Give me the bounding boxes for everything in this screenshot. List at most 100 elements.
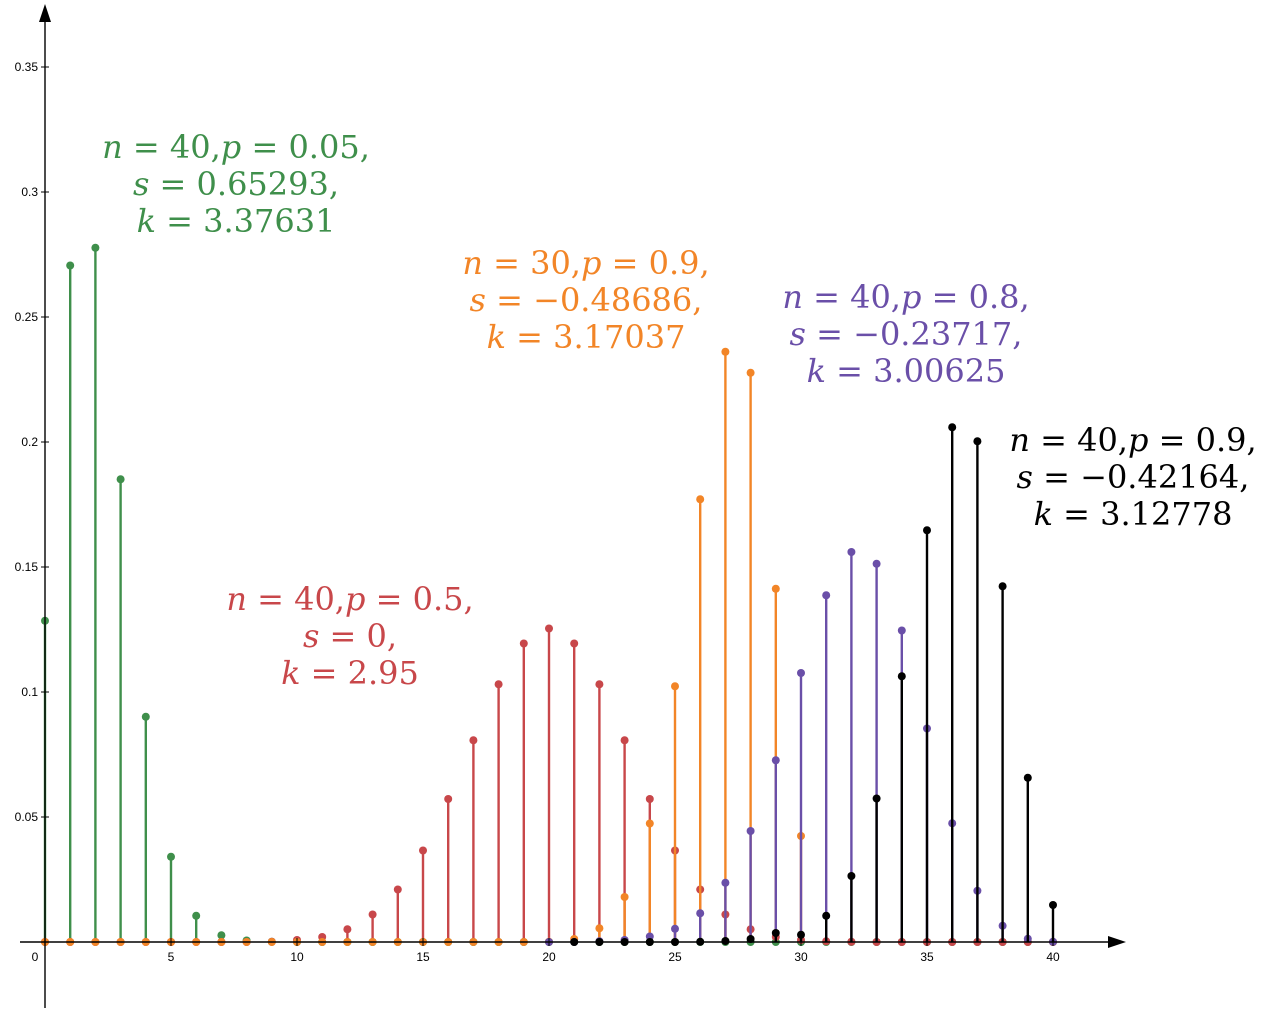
series-1-point-14	[393, 885, 402, 894]
series-3-annotation-line-1: s = −0.23717,	[790, 315, 1023, 353]
series-4-annotation-line-0-seg-1: = 40,	[1030, 421, 1128, 459]
series-4-annotation-line-0-seg-3: = 0.9,	[1148, 421, 1256, 459]
series-2-annotation-line-0-seg-3: = 0.9,	[601, 244, 709, 282]
series-4-point-38	[998, 582, 1007, 591]
series-3-point-33	[872, 559, 881, 568]
series-2-annotation-line-0-seg-2: p	[581, 244, 601, 282]
series-4-point-33	[872, 794, 881, 803]
series-3-annotation: n = 40,p = 0.8,s = −0.23717,k = 3.00625	[782, 278, 1029, 390]
series-4-annotation-line-1-seg-0: s	[1017, 458, 1033, 496]
x-tick-label-20: 20	[542, 950, 556, 964]
series-2-annotation-line-2: k = 3.17037	[487, 318, 686, 356]
series-3-point-34	[897, 626, 906, 635]
series-1-point-16	[444, 795, 453, 803]
series-0-annotation-line-1-seg-0: s	[133, 165, 149, 203]
series-3-annotation-line-0-seg-3: = 0.8,	[921, 278, 1029, 316]
series-3-point-26	[696, 909, 705, 918]
x-tick-label-15: 15	[416, 950, 430, 964]
series-0-annotation-line-0: n = 40,p = 0.05,	[102, 128, 370, 166]
series-0-point-4	[141, 712, 150, 721]
series-3-annotation-line-2-seg-1: = 3.00625	[826, 352, 1005, 390]
series-1-point-13	[368, 910, 377, 919]
series-4-annotation-line-2-seg-1: = 3.12778	[1053, 495, 1232, 533]
series-2-annotation-line-0-seg-1: = 30,	[483, 244, 581, 282]
series-1-annotation-line-0-seg-0: n	[226, 580, 247, 618]
series-0-annotation-line-0-seg-0: n	[102, 128, 123, 166]
y-tick-label-0.35: 0.35	[15, 60, 39, 74]
series-1-point-20	[545, 624, 553, 633]
series-2-annotation-line-1-seg-1: = −0.48686,	[486, 281, 702, 319]
series-2-point-22	[595, 924, 604, 933]
series-1-annotation-line-1-seg-0: s	[303, 617, 319, 655]
series-1-point-12	[343, 925, 352, 934]
series-4-point-39	[1023, 773, 1032, 782]
annotation-layer: n = 40,p = 0.05,s = 0.65293,k = 3.37631n…	[102, 128, 1257, 692]
y-tick-label-0.05: 0.05	[15, 810, 39, 824]
series-3-annotation-line-1-seg-1: = −0.23717,	[806, 315, 1022, 353]
series-2-point-23	[620, 893, 629, 901]
series-0-annotation-line-1: s = 0.65293,	[133, 165, 339, 203]
x-tick-label-0: 0	[32, 950, 39, 964]
series-2-annotation-line-1-seg-0: s	[470, 281, 486, 319]
series-1-point-21	[570, 639, 579, 648]
series-3-annotation-line-0-seg-2: p	[901, 278, 921, 316]
series-4-point-29	[771, 929, 780, 937]
series-3-annotation-line-0: n = 40,p = 0.8,	[782, 278, 1029, 316]
series-2-annotation-line-2-seg-0: k	[487, 318, 506, 356]
y-tick-label-0.1: 0.1	[21, 685, 38, 699]
series-0-point-2	[91, 243, 100, 252]
series-2-annotation-line-0-seg-0: n	[462, 244, 483, 282]
series-4-point-36	[948, 423, 957, 432]
series-0-annotation: n = 40,p = 0.05,s = 0.65293,k = 3.37631	[102, 128, 370, 240]
series-3-point-25	[671, 924, 679, 933]
x-tick-label-40: 40	[1046, 950, 1060, 964]
series-3-point-31	[822, 591, 831, 600]
x-tick-label-30: 30	[794, 950, 808, 964]
series-1-annotation-line-0-seg-2: p	[345, 580, 365, 618]
series-1-point-22	[595, 680, 604, 689]
series-1-annotation-line-1: s = 0,	[303, 617, 397, 655]
series-3-point-28	[746, 827, 755, 835]
series-2-annotation-line-2-seg-1: = 3.17037	[506, 318, 685, 356]
series-3-point-27	[721, 878, 730, 887]
series-1-point-24	[645, 795, 654, 803]
series-1-annotation-line-1-seg-1: = 0,	[319, 617, 397, 655]
series-2-point-24	[645, 819, 654, 828]
series-1-point-19	[519, 639, 528, 648]
series-3-point-32	[847, 548, 856, 556]
series-0-annotation-line-0-seg-3: = 0.05,	[241, 128, 370, 166]
series-2-annotation: n = 30,p = 0.9,s = −0.48686,k = 3.17037	[462, 244, 709, 356]
series-1-point-18	[494, 680, 503, 689]
series-3-annotation-line-2: k = 3.00625	[807, 352, 1006, 390]
series-1-annotation-line-0-seg-3: = 0.5,	[365, 580, 473, 618]
series-3-annotation-line-0-seg-0: n	[782, 278, 803, 316]
series-1-annotation-line-2-seg-0: k	[281, 654, 300, 692]
y-tick-label-0.3: 0.3	[21, 185, 38, 199]
series-3-point-24	[645, 932, 654, 941]
series-4-point-40	[1049, 901, 1057, 909]
series-4-point-27	[721, 937, 730, 945]
axes-layer: 0 5 10 15 20 25 30 35 40 0.05 0.1 0.15 0.2 0.25 0.3 0.3…	[15, 4, 1126, 1008]
series-4-annotation-line-0-seg-2: p	[1128, 421, 1148, 459]
series-2-point-25	[671, 682, 679, 691]
series-2-point-27	[721, 347, 730, 356]
series-4-point-37	[973, 437, 982, 446]
x-tick-label-35: 35	[920, 950, 934, 964]
series-1-point-15	[419, 846, 427, 855]
x-tick-label-10: 10	[290, 950, 304, 964]
series-4-annotation-line-2-seg-0: k	[1034, 495, 1053, 533]
series-1-annotation-line-0-seg-1: = 40,	[247, 580, 345, 618]
series-4-point-31	[822, 911, 831, 920]
series-1-annotation-line-2: k = 2.95	[281, 654, 419, 692]
series-4-point-34	[897, 672, 906, 681]
series-0-annotation-line-1-seg-1: = 0.65293,	[149, 165, 339, 203]
series-0-annotation-line-0-seg-2: p	[221, 128, 241, 166]
series-1	[41, 624, 1057, 946]
series-2-point-29	[771, 584, 780, 593]
series-1-annotation: n = 40,p = 0.5,s = 0,k = 2.95	[226, 580, 473, 692]
series-4-annotation-line-2: k = 3.12778	[1034, 495, 1233, 533]
series-4-annotation-line-1: s = −0.42164,	[1017, 458, 1250, 496]
series-2-annotation-line-1: s = −0.48686,	[470, 281, 703, 319]
series-0-point-1	[66, 261, 75, 270]
